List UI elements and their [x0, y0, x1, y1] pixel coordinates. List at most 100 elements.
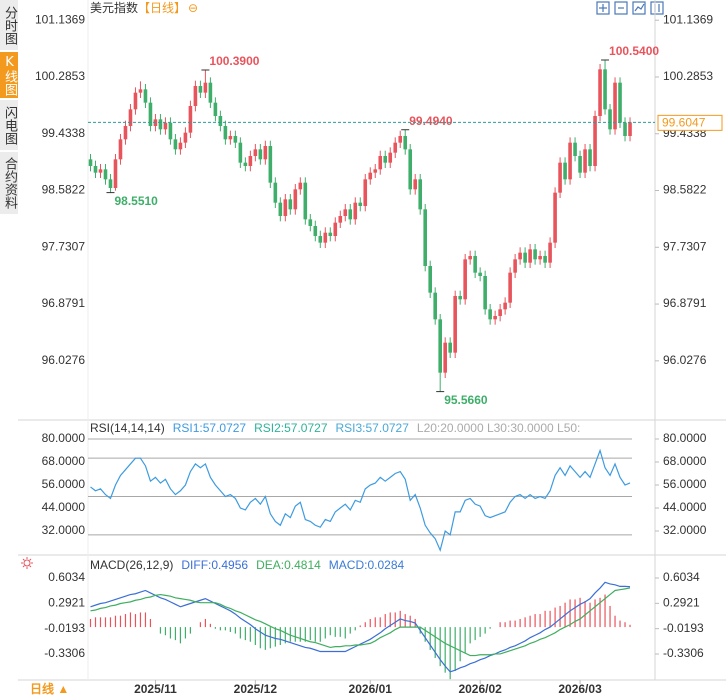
candle-body: [118, 139, 123, 160]
candle-body: [428, 266, 432, 293]
candle-body: [488, 309, 492, 320]
candle-body: [473, 256, 477, 273]
candle-body: [178, 142, 183, 150]
candle-body: [498, 309, 502, 316]
macd-line: [90, 587, 631, 657]
candle-body: [158, 119, 163, 130]
candle-body: [258, 149, 263, 160]
candle-body: [243, 162, 248, 166]
candle-body: [293, 189, 298, 210]
candle-body: [278, 202, 283, 216]
candle-body: [288, 199, 293, 210]
chart-title: 美元指数【日线】 ⊖: [90, 0, 198, 15]
legend-reference: L20:20.0000 L30:30.0000 L50:: [417, 421, 581, 435]
zoom-in-button[interactable]: [596, 1, 610, 15]
candle-body: [228, 136, 233, 140]
candle-body: [613, 82, 617, 130]
macd-line: [90, 581, 631, 673]
title: 美元指数: [90, 0, 138, 15]
collapse-icon[interactable]: ⊖: [188, 1, 198, 15]
y-tick-label: 56.0000: [42, 477, 86, 491]
candle-body: [528, 249, 532, 263]
y-tick-label: 97.7307: [42, 239, 86, 253]
y-tick-label: 44.0000: [42, 500, 86, 514]
candle-body: [568, 142, 572, 180]
y-tick-label-right: 100.2853: [663, 69, 713, 83]
y-tick-label-right: 97.7307: [663, 239, 707, 253]
indicator-button[interactable]: [632, 1, 646, 15]
candle-body: [383, 156, 388, 163]
candle-body: [448, 342, 452, 353]
candle-body: [173, 139, 178, 150]
last-price-box: [657, 114, 723, 131]
candle-body: [628, 122, 632, 136]
x-tick-label: 2025/12: [234, 682, 278, 696]
tab[interactable]: 合约资料: [0, 152, 18, 214]
y-tick-label: 99.4338: [42, 126, 86, 140]
y-tick-label: 100.2853: [35, 69, 85, 83]
panel-borders: [18, 0, 726, 681]
candle-body: [318, 236, 323, 243]
candle-body: [513, 259, 517, 273]
candle-body: [188, 106, 193, 133]
icon-circle: [23, 559, 31, 567]
x-tick-label: 2025/11: [134, 682, 177, 696]
y-tick-label-right: 80.0000: [663, 431, 707, 445]
candle-body: [493, 316, 497, 320]
candle-body: [253, 149, 258, 156]
candle-body: [478, 272, 482, 276]
legend-item: MACD:0.0284: [329, 558, 405, 572]
candle-body: [273, 182, 278, 203]
candle-body: [203, 82, 208, 93]
tab[interactable]: 分时图: [0, 0, 18, 50]
candle-body: [238, 142, 243, 163]
candle-body: [438, 319, 442, 373]
tab[interactable]: 闪电图: [0, 100, 18, 150]
candle-body: [103, 169, 108, 180]
x-tick-label: 2026/02: [458, 682, 502, 696]
y-tick-label: 0.6034: [48, 570, 85, 584]
fullscreen-button[interactable]: [650, 1, 664, 15]
candle-body: [608, 109, 612, 130]
candle-body: [113, 159, 118, 188]
y-tick-label-right: -0.0193: [663, 621, 704, 635]
legend-title: RSI(14,14,14): [90, 421, 165, 435]
candle-body: [393, 142, 398, 153]
candle-body: [148, 102, 153, 126]
candle-body: [298, 182, 303, 190]
y-tick-label-right: 32.0000: [663, 523, 707, 537]
y-tick-label: -0.0193: [44, 621, 85, 635]
y-tick-label: 101.1369: [35, 12, 85, 26]
period-switch[interactable]: 日线 ▲: [30, 681, 69, 696]
legend-item: RSI2:57.0727: [254, 421, 328, 435]
legend-item: DIFF:0.4956: [181, 558, 248, 572]
background: [18, 0, 726, 699]
candle-body: [343, 209, 348, 216]
candle-body: [443, 342, 447, 373]
candle-body: [218, 116, 223, 126]
settings-icon[interactable]: [21, 557, 33, 569]
y-tick-label: 98.5822: [42, 183, 86, 197]
candle-body: [408, 149, 413, 190]
candle-body: [458, 296, 462, 300]
y-tick-label-right: 96.8791: [663, 296, 707, 310]
candle-body: [373, 169, 378, 173]
zoom-out-button[interactable]: [614, 1, 628, 15]
candle-body: [378, 156, 383, 170]
candle-body: [183, 132, 188, 143]
tab-active[interactable]: K线图: [0, 52, 18, 98]
candle-body: [143, 89, 148, 103]
legend-item: RSI1:57.0727: [173, 421, 247, 435]
y-tick-label-right: 0.6034: [663, 570, 700, 584]
legend-item: RSI3:57.0727: [336, 421, 410, 435]
icon-rays: [21, 557, 33, 569]
candle-body: [548, 242, 552, 263]
candle-body: [578, 156, 582, 173]
candle-body: [328, 232, 333, 236]
legend-item: DEA:0.4814: [256, 558, 321, 572]
candle-body: [503, 302, 507, 310]
y-tick-label: 80.0000: [42, 431, 86, 445]
candle-body: [523, 252, 527, 263]
extreme-label: 95.5660: [444, 393, 488, 407]
